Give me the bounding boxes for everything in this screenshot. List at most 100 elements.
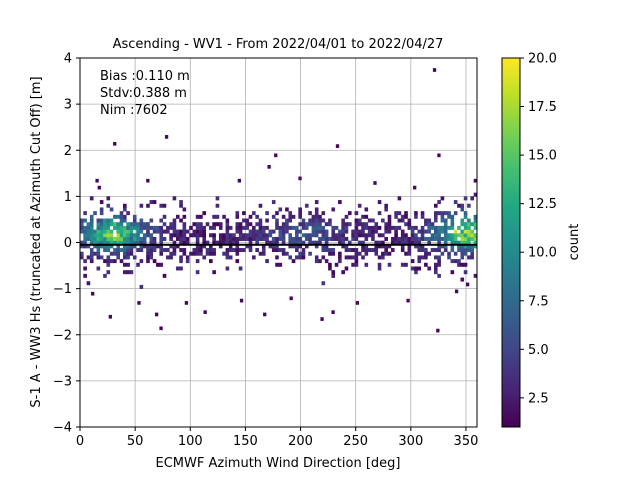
- heatmap-cell: [126, 222, 130, 227]
- heatmap-cell: [116, 233, 120, 238]
- heatmap-cell: [80, 251, 84, 256]
- heatmap-cell: [288, 236, 293, 241]
- heatmap-cell: [159, 233, 164, 238]
- heatmap-cell: [285, 222, 289, 227]
- heatmap-cell: [281, 233, 286, 238]
- heatmap-cell: [179, 203, 183, 208]
- heatmap-cell: [414, 240, 418, 245]
- heatmap-cell: [139, 248, 144, 253]
- heatmap-cell: [433, 203, 438, 208]
- heatmap-cell: [314, 211, 319, 216]
- heatmap-cell: [314, 229, 319, 234]
- heatmap-cell: [328, 218, 332, 223]
- heatmap-cell: [295, 240, 299, 245]
- heatmap-cell: [185, 236, 190, 241]
- x-axis: 0 50 100 150 200 250 300 350: [76, 427, 478, 449]
- heatmap-cell: [172, 225, 177, 230]
- heatmap-cell: [255, 214, 259, 219]
- heatmap-cell: [467, 248, 471, 253]
- heatmap-cell: [304, 203, 309, 208]
- heatmap-cell: [361, 225, 365, 230]
- heatmap-cell: [295, 236, 299, 241]
- heatmap-cell: [242, 225, 246, 230]
- heatmap-cell: [152, 225, 157, 230]
- heatmap-cell: [453, 233, 458, 238]
- heatmap-cell: [96, 225, 101, 230]
- heatmap-cell: [407, 244, 412, 249]
- heatmap-cell: [460, 244, 465, 249]
- heatmap-cell: [159, 203, 164, 208]
- heatmap-cell: [126, 240, 130, 245]
- heatmap-cell: [189, 225, 193, 230]
- heatmap-cell: [278, 248, 283, 253]
- heatmap-cell: [453, 251, 458, 256]
- heatmap-cell: [298, 214, 302, 219]
- heatmap-cell: [433, 248, 438, 253]
- heatmap-cell: [390, 248, 395, 253]
- heatmap-cell: [288, 225, 293, 230]
- heatmap-cell: [443, 233, 448, 238]
- heatmap-cell: [384, 251, 388, 256]
- heatmap-cell: [314, 200, 319, 205]
- heatmap-cell: [288, 214, 293, 219]
- heatmap-cell: [374, 222, 379, 227]
- heatmap-cell: [225, 240, 230, 245]
- heatmap-cell: [414, 236, 418, 241]
- heatmap-cell: [447, 225, 451, 230]
- heatmap-cell: [152, 200, 157, 205]
- heatmap-cell: [119, 240, 124, 245]
- heatmap-cell: [304, 225, 309, 230]
- heatmap-cell: [189, 233, 193, 238]
- heatmap-cell: [89, 251, 94, 256]
- heatmap-cell: [460, 277, 465, 282]
- heatmap-cell: [225, 229, 230, 234]
- heatmap-cell: [357, 233, 362, 238]
- colorbar-tick-label: 7.5: [528, 294, 549, 309]
- heatmap-cell: [136, 240, 140, 245]
- heatmap-cell: [400, 262, 405, 267]
- heatmap-cell: [172, 222, 177, 227]
- heatmap-cell: [86, 255, 91, 260]
- heatmap-cell: [119, 259, 124, 264]
- heatmap-cell: [86, 229, 91, 234]
- heatmap-cell: [248, 236, 253, 241]
- colorbar-tick-label: 15.0: [528, 149, 557, 164]
- heatmap-outlier: [159, 326, 163, 331]
- heatmap-cell: [248, 244, 253, 249]
- heatmap-cell: [371, 233, 375, 238]
- heatmap-cell: [407, 251, 412, 256]
- heatmap-cell: [139, 222, 144, 227]
- heatmap-cell: [93, 251, 97, 256]
- heatmap-cell: [371, 218, 375, 223]
- heatmap-cell: [404, 240, 408, 245]
- heatmap-cell: [232, 233, 236, 238]
- heatmap-cell: [225, 222, 230, 227]
- heatmap-cell: [414, 233, 418, 238]
- heatmap-cell: [318, 259, 322, 264]
- heatmap-cell: [410, 259, 415, 264]
- heatmap-cell: [225, 251, 230, 256]
- heatmap-cell: [152, 244, 157, 249]
- heatmap-cell: [182, 229, 187, 234]
- heatmap-cell: [377, 266, 382, 271]
- heatmap-cell: [301, 222, 306, 227]
- heatmap-cell: [381, 255, 385, 260]
- heatmap-cell: [344, 244, 349, 249]
- heatmap-cell: [232, 248, 236, 253]
- heatmap-cell: [83, 240, 87, 245]
- heatmap-cell: [318, 214, 322, 219]
- heatmap-cell: [301, 255, 306, 260]
- y-tick-label: 0: [64, 236, 72, 251]
- heatmap-outlier: [473, 178, 477, 183]
- heatmap-cell: [453, 240, 458, 245]
- heatmap-cell: [338, 240, 342, 245]
- heatmap-cell: [96, 255, 101, 260]
- heatmap-cell: [298, 236, 302, 241]
- heatmap-cell: [447, 236, 451, 241]
- heatmap-cell: [394, 211, 398, 216]
- heatmap-cell: [103, 225, 107, 230]
- heatmap-cell: [126, 255, 130, 260]
- heatmap-cell: [347, 240, 352, 245]
- heatmap-cell: [374, 229, 379, 234]
